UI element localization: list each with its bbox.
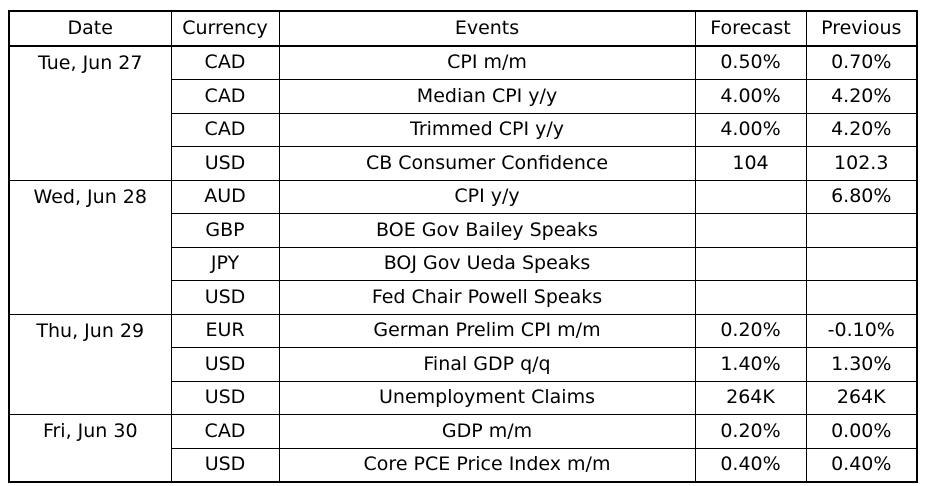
event-cell: German Prelim CPI m/m	[278, 313, 696, 348]
previous-cell: 264K	[805, 380, 918, 415]
date-cell: Wed, Jun 28	[8, 179, 172, 214]
event-cell: CPI m/m	[278, 45, 696, 80]
forecast-cell	[694, 280, 807, 315]
currency-cell: CAD	[170, 45, 280, 80]
previous-cell: 4.20%	[805, 79, 918, 114]
forecast-cell	[694, 179, 807, 214]
forecast-cell: 0.50%	[694, 45, 807, 80]
table-row: Thu, Jun 29 EUR German Prelim CPI m/m 0.…	[8, 313, 918, 348]
table-row: CAD Median CPI y/y 4.00% 4.20%	[8, 79, 918, 114]
event-cell: CB Consumer Confidence	[278, 146, 696, 181]
table-row: USD Fed Chair Powell Speaks	[8, 280, 918, 315]
forecast-cell: 0.20%	[694, 414, 807, 449]
currency-cell: USD	[170, 347, 280, 382]
table-row: Tue, Jun 27 CAD CPI m/m 0.50% 0.70%	[8, 45, 918, 80]
currency-cell: GBP	[170, 213, 280, 248]
date-cell	[8, 146, 172, 180]
date-cell: Thu, Jun 29	[8, 313, 172, 348]
date-cell	[8, 213, 172, 247]
forecast-cell	[694, 246, 807, 281]
table-row: USD CB Consumer Confidence 104 102.3	[8, 146, 918, 181]
date-cell	[8, 113, 172, 147]
previous-cell: 0.70%	[805, 45, 918, 80]
table-row: GBP BOE Gov Bailey Speaks	[8, 213, 918, 248]
previous-cell: 1.30%	[805, 347, 918, 382]
header-events: Events	[278, 10, 696, 47]
date-cell	[8, 79, 172, 113]
date-cell: Fri, Jun 30	[8, 414, 172, 448]
currency-cell: USD	[170, 380, 280, 415]
date-cell	[8, 280, 172, 314]
table-row: USD Core PCE Price Index m/m 0.40% 0.40%	[8, 447, 918, 483]
currency-cell: CAD	[170, 79, 280, 114]
forecast-cell: 4.00%	[694, 112, 807, 147]
table-row: Wed, Jun 28 AUD CPI y/y 6.80%	[8, 179, 918, 214]
previous-cell: 0.00%	[805, 414, 918, 449]
currency-cell: USD	[170, 146, 280, 181]
table-row: USD Unemployment Claims 264K 264K	[8, 380, 918, 415]
event-cell: Median CPI y/y	[278, 79, 696, 114]
previous-cell	[805, 280, 918, 315]
previous-cell: 0.40%	[805, 447, 918, 483]
event-cell: BOE Gov Bailey Speaks	[278, 213, 696, 248]
date-cell	[8, 448, 172, 483]
date-cell: Tue, Jun 27	[8, 45, 172, 80]
forecast-cell: 0.40%	[694, 447, 807, 483]
date-cell	[8, 381, 172, 415]
table-row: JPY BOJ Gov Ueda Speaks	[8, 246, 918, 281]
currency-cell: EUR	[170, 313, 280, 348]
header-row: Date Currency Events Forecast Previous	[8, 10, 918, 47]
event-cell: Fed Chair Powell Speaks	[278, 280, 696, 315]
forecast-cell: 4.00%	[694, 79, 807, 114]
previous-cell: 4.20%	[805, 112, 918, 147]
table-body: Tue, Jun 27 CAD CPI m/m 0.50% 0.70% CAD …	[8, 45, 918, 483]
previous-cell	[805, 213, 918, 248]
forecast-cell: 264K	[694, 380, 807, 415]
currency-cell: JPY	[170, 246, 280, 281]
table-row: Fri, Jun 30 CAD GDP m/m 0.20% 0.00%	[8, 414, 918, 449]
previous-cell	[805, 246, 918, 281]
forecast-cell: 104	[694, 146, 807, 181]
table-row: CAD Trimmed CPI y/y 4.00% 4.20%	[8, 112, 918, 147]
currency-cell: CAD	[170, 414, 280, 449]
previous-cell: -0.10%	[805, 313, 918, 348]
header-currency: Currency	[170, 10, 280, 47]
currency-cell: CAD	[170, 112, 280, 147]
forecast-cell	[694, 213, 807, 248]
event-cell: Final GDP q/q	[278, 347, 696, 382]
table-row: USD Final GDP q/q 1.40% 1.30%	[8, 347, 918, 382]
economic-calendar-table: Date Currency Events Forecast Previous T…	[8, 10, 918, 483]
event-cell: GDP m/m	[278, 414, 696, 449]
calendar-container: Date Currency Events Forecast Previous T…	[8, 10, 918, 483]
forecast-cell: 1.40%	[694, 347, 807, 382]
currency-cell: USD	[170, 447, 280, 483]
header-date: Date	[8, 10, 172, 47]
event-cell: CPI y/y	[278, 179, 696, 214]
forecast-cell: 0.20%	[694, 313, 807, 348]
header-forecast: Forecast	[694, 10, 807, 47]
previous-cell: 6.80%	[805, 179, 918, 214]
date-cell	[8, 347, 172, 381]
event-cell: Unemployment Claims	[278, 380, 696, 415]
event-cell: BOJ Gov Ueda Speaks	[278, 246, 696, 281]
event-cell: Core PCE Price Index m/m	[278, 447, 696, 483]
currency-cell: USD	[170, 280, 280, 315]
previous-cell: 102.3	[805, 146, 918, 181]
header-previous: Previous	[805, 10, 918, 47]
currency-cell: AUD	[170, 179, 280, 214]
event-cell: Trimmed CPI y/y	[278, 112, 696, 147]
date-cell	[8, 247, 172, 281]
